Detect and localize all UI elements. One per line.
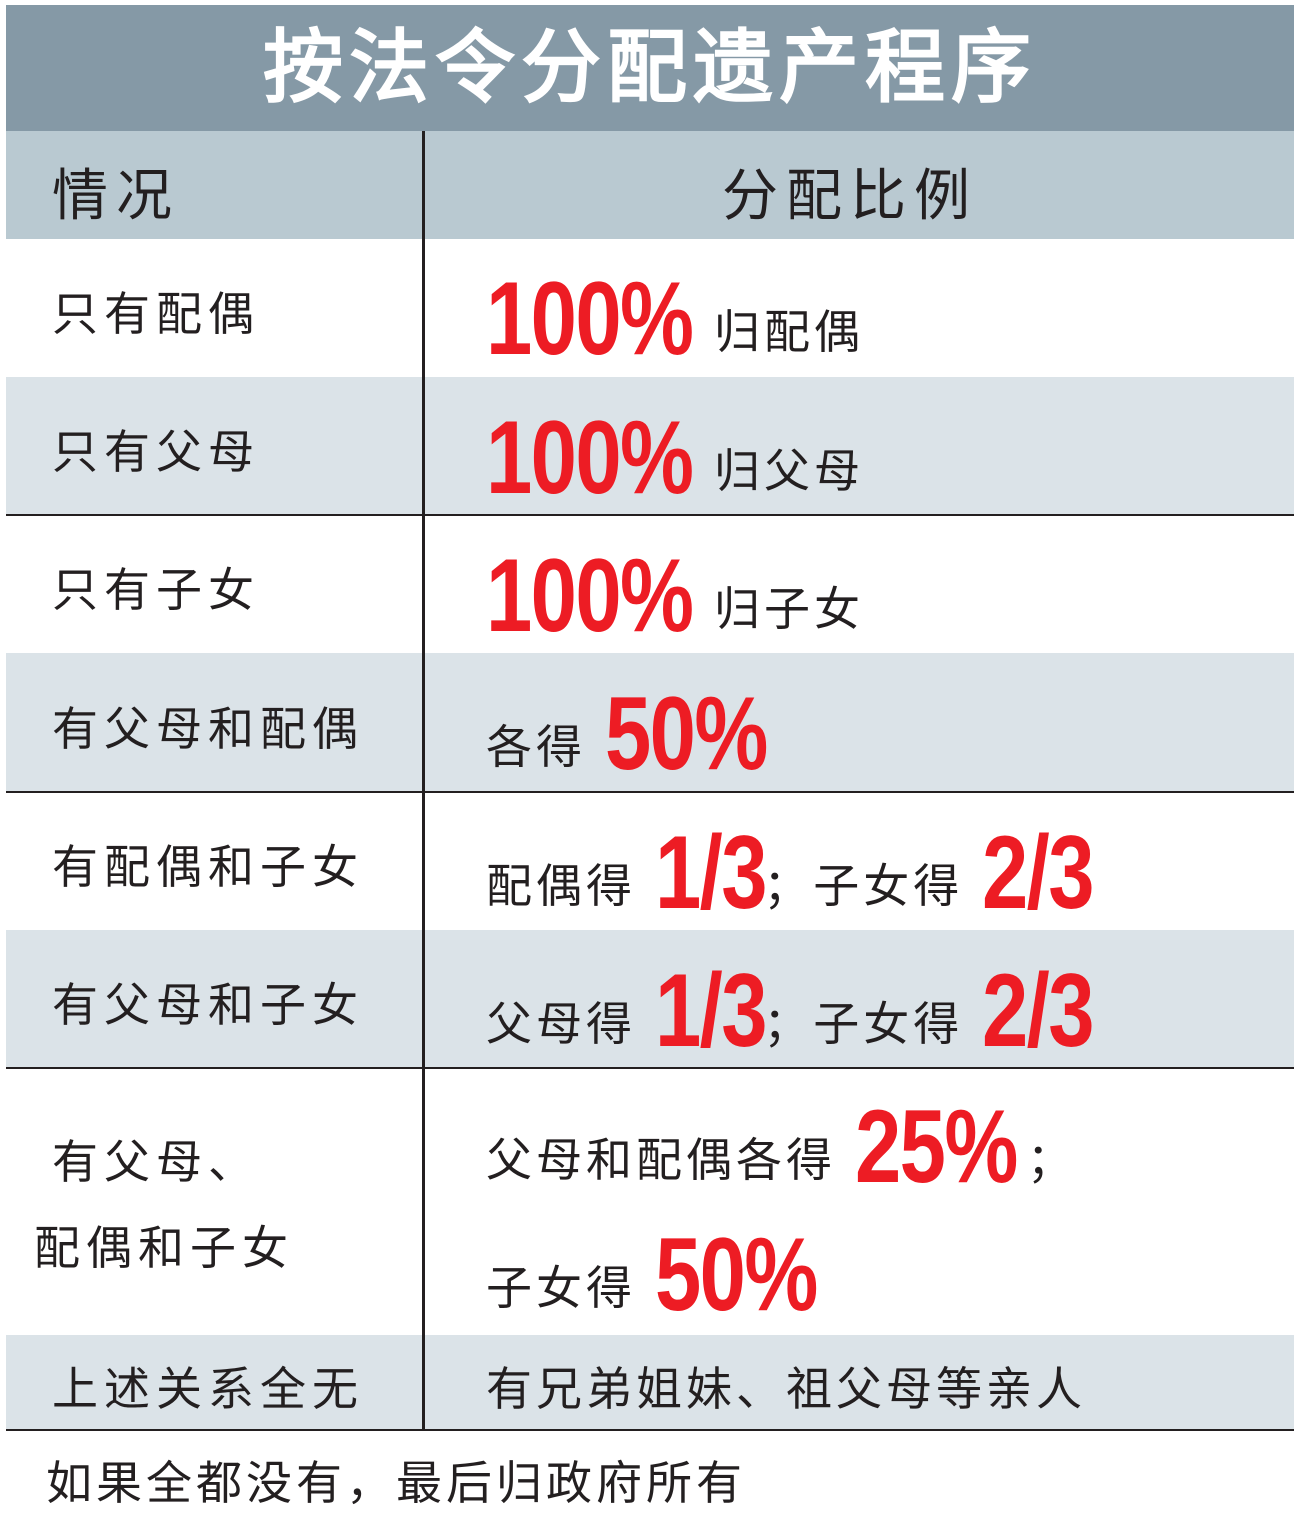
highlight-value: 100% xyxy=(486,538,694,654)
highlight-value: 1/3 xyxy=(654,953,767,1069)
ratio-text: 各得 50% xyxy=(486,675,777,794)
highlight-value: 2/3 xyxy=(981,953,1094,1069)
ratio-label: 子女得 xyxy=(486,1261,655,1315)
ratio-label: ；子女得 xyxy=(763,859,982,913)
ratio-label: ； xyxy=(1026,1133,1077,1187)
situation-label: 有父母和配偶 xyxy=(52,701,364,756)
table-row: 有配偶和子女 配偶得 1/3；子女得 2/3 xyxy=(6,792,1294,933)
ratio-text: 父母和配偶各得 25%； xyxy=(486,1088,1077,1207)
situation-label: 配偶和子女 xyxy=(34,1221,294,1275)
table-row: 有父母和配偶 各得 50% xyxy=(6,653,1294,792)
table-row: 只有父母 100% 归父母 xyxy=(6,377,1294,518)
row-divider xyxy=(6,1429,1294,1431)
table-row: 有父母和子女 父母得 1/3；子女得 2/3 xyxy=(6,930,1294,1071)
situation-label: 只有配偶 xyxy=(52,286,260,341)
row-divider xyxy=(6,791,1294,793)
situation-label: 只有子女 xyxy=(52,563,260,617)
situation-label: 只有父母 xyxy=(52,425,260,479)
highlight-value: 50% xyxy=(654,1217,818,1333)
ratio-label: 各得 xyxy=(486,720,605,774)
header-situation: 情况 xyxy=(52,164,180,229)
ratio-label: 归配偶 xyxy=(714,305,864,359)
situation-label: 有父母、 xyxy=(52,1135,260,1189)
table-title: 按法令分配遗产程序 xyxy=(6,5,1294,131)
ratio-text: 配偶得 1/3；子女得 2/3 xyxy=(486,814,1094,933)
ratio-label: 父母和配偶各得 xyxy=(486,1133,855,1187)
highlight-value: 2/3 xyxy=(981,815,1094,931)
ratio-text: 100% 归配偶 xyxy=(486,260,864,379)
ratio-text: 100% 归父母 xyxy=(486,399,864,518)
highlight-value: 50% xyxy=(604,676,768,792)
ratio-label: 归子女 xyxy=(714,582,864,636)
table-row: 只有配偶 100% 归配偶 xyxy=(6,238,1294,377)
table-row: 只有子女 100% 归子女 xyxy=(6,515,1294,656)
ratio-text: 100% 归子女 xyxy=(486,537,864,656)
ratio-text: 父母得 1/3；子女得 2/3 xyxy=(486,952,1094,1071)
ratio-label: 父母得 xyxy=(486,997,655,1051)
ratio-text: 子女得 50% xyxy=(486,1216,827,1335)
situation-label: 有父母和子女 xyxy=(52,978,364,1032)
highlight-value: 1/3 xyxy=(654,815,767,931)
ratio-label: 配偶得 xyxy=(486,859,655,913)
row-divider xyxy=(6,514,1294,516)
situation-label: 上述关系全无 xyxy=(52,1362,364,1416)
highlight-value: 100% xyxy=(486,400,694,516)
highlight-value: 100% xyxy=(486,261,694,377)
highlight-value: 25% xyxy=(854,1089,1018,1205)
situation-label: 有配偶和子女 xyxy=(52,840,364,894)
table-row: 上述关系全无 有兄弟姐妹、祖父母等亲人 xyxy=(6,1335,1294,1430)
ratio-label: 有兄弟姐妹、祖父母等亲人 xyxy=(486,1362,1086,1416)
ratio-text: 有兄弟姐妹、祖父母等亲人 xyxy=(486,1353,1086,1419)
table-row: 有父母、 配偶和子女 父母和配偶各得 25%；子女得 50% xyxy=(6,1068,1294,1335)
footer-note: 如果全都没有，最后归政府所有 xyxy=(46,1456,746,1510)
header-row: 情况 分配比例 xyxy=(6,131,1294,239)
column-divider xyxy=(422,131,425,1430)
header-ratio: 分配比例 xyxy=(722,164,978,229)
ratio-label: 归父母 xyxy=(714,444,864,498)
ratio-label: ；子女得 xyxy=(763,997,982,1051)
row-divider xyxy=(6,1067,1294,1069)
